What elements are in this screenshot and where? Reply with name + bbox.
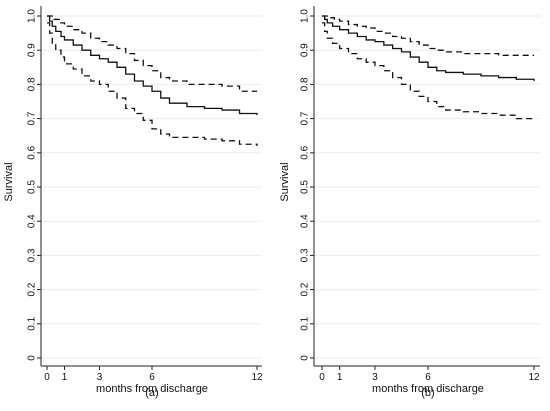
x-tick-label: 6 — [425, 372, 431, 383]
y-tick-label: 0.9 — [300, 43, 311, 57]
plot-area — [41, 6, 262, 366]
y-tick-label: 0.4 — [27, 214, 38, 228]
y-tick-label: 0.1 — [300, 316, 311, 330]
y-tick-label: 0.3 — [300, 248, 311, 262]
y-tick-label: 0.3 — [27, 248, 38, 262]
x-axis-title: months from discharge — [372, 383, 484, 395]
panel-a: 0 0.1 0.2 0.3 0.4 0.5 0.6 0.7 0.8 0.9 1.0 0 1 3 6 12 mon… — [3, 6, 263, 399]
survival-curve — [322, 15, 535, 81]
x-tick-label: 6 — [149, 372, 155, 383]
upper-ci-curve — [47, 15, 257, 92]
y-tick-label: 1.0 — [300, 9, 311, 23]
survival-curve — [47, 15, 258, 116]
y-tick-label: 0.5 — [300, 180, 311, 194]
y-axis-title: Survival — [3, 162, 15, 201]
y-tick-label: 0.7 — [27, 111, 38, 125]
y-tick-label: 0.6 — [300, 145, 311, 159]
x-tick-label: 0 — [44, 372, 50, 383]
y-tick-label: 0.9 — [27, 43, 38, 57]
x-tick-label: 3 — [97, 372, 103, 383]
panel-label: (b) — [421, 387, 434, 399]
y-tick-label: 0.7 — [300, 111, 311, 125]
plot-area — [314, 6, 540, 366]
x-axis-title: months from discharge — [96, 383, 208, 395]
x-tick-label: 3 — [372, 372, 378, 383]
x-tick-label: 12 — [528, 372, 540, 383]
y-tick-label: 0.5 — [27, 180, 38, 194]
y-tick-label: 0.2 — [300, 282, 311, 296]
x-tick-label: 1 — [337, 372, 343, 383]
y-tick-label: 0.8 — [300, 77, 311, 91]
panel-label: (a) — [145, 387, 158, 399]
y-tick-label: 0.2 — [27, 282, 38, 296]
y-tick-label: 0 — [300, 355, 311, 361]
y-tick-label: 1.0 — [27, 9, 38, 23]
upper-ci-curve — [322, 15, 534, 56]
x-tick-label: 1 — [62, 372, 68, 383]
lower-ci-curve — [322, 22, 534, 120]
y-tick-label: 0.6 — [27, 145, 38, 159]
x-tick-label: 12 — [251, 372, 263, 383]
y-tick-label: 0.8 — [27, 77, 38, 91]
y-axis-title: Survival — [279, 162, 291, 201]
lower-ci-curve — [47, 22, 258, 146]
x-tick-label: 0 — [319, 372, 325, 383]
y-tick-label: 0.1 — [27, 316, 38, 330]
y-tick-label: 0.4 — [300, 214, 311, 228]
panel-b: 0 0.1 0.2 0.3 0.4 0.5 0.6 0.7 0.8 0.9 1.0 0 1 3 6 12 mon… — [279, 6, 540, 399]
y-tick-label: 0 — [27, 355, 38, 361]
